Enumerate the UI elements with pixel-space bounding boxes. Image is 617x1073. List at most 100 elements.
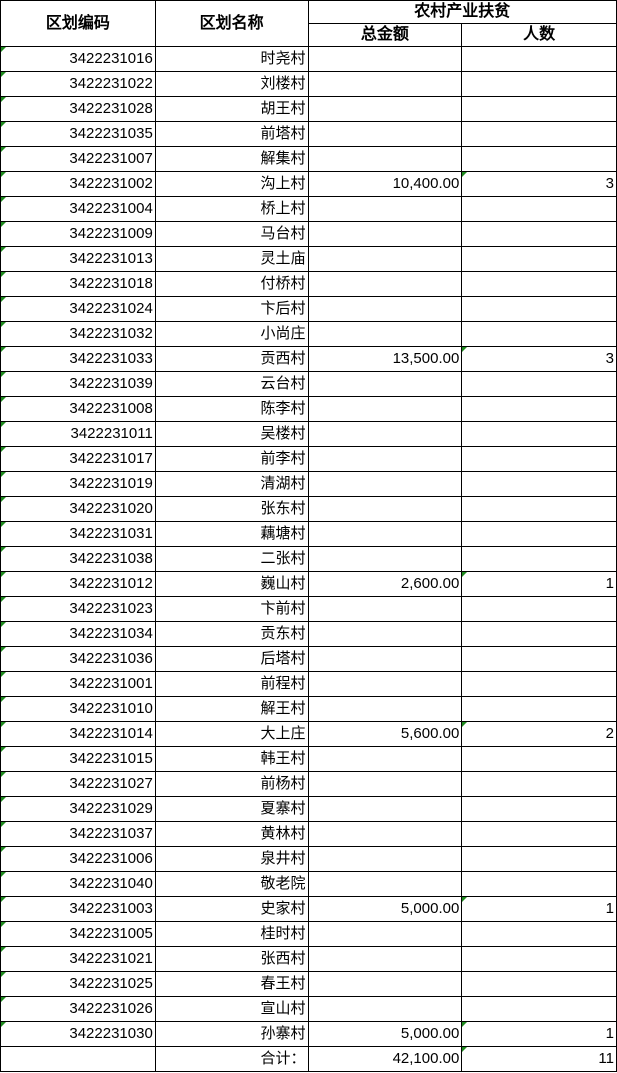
cell-count[interactable] <box>461 746 617 772</box>
cell-code[interactable]: 3422231011 <box>0 421 156 447</box>
cell-name[interactable]: 贡东村 <box>154 621 309 647</box>
cell-code[interactable]: 3422231031 <box>0 521 156 547</box>
cell-count[interactable] <box>461 46 617 72</box>
cell-amount[interactable] <box>307 996 463 1022</box>
header-count[interactable]: 人数 <box>461 23 617 47</box>
cell-code[interactable]: 3422231039 <box>0 371 156 397</box>
cell-amount[interactable]: 5,000.00 <box>307 1021 463 1047</box>
cell-amount[interactable] <box>307 646 463 672</box>
cell-count[interactable] <box>461 321 617 347</box>
cell-count[interactable]: 3 <box>461 171 617 197</box>
cell-name[interactable]: 前程村 <box>154 671 309 697</box>
cell-amount[interactable] <box>307 121 463 147</box>
cell-amount[interactable] <box>307 496 463 522</box>
cell-name[interactable]: 春王村 <box>154 971 309 997</box>
cell-amount[interactable] <box>307 796 463 822</box>
cell-count[interactable]: 3 <box>461 346 617 372</box>
cell-name[interactable]: 卞后村 <box>154 296 309 322</box>
cell-name[interactable]: 胡王村 <box>154 96 309 122</box>
cell-code[interactable]: 3422231027 <box>0 771 156 797</box>
cell-amount[interactable] <box>307 621 463 647</box>
cell-count[interactable] <box>461 996 617 1022</box>
cell-amount[interactable] <box>307 271 463 297</box>
cell-name[interactable]: 前李村 <box>154 446 309 472</box>
cell-count[interactable] <box>461 421 617 447</box>
cell-amount[interactable]: 13,500.00 <box>307 346 463 372</box>
header-code[interactable]: 区划编码 <box>0 0 156 47</box>
cell-amount[interactable] <box>307 546 463 572</box>
cell-amount[interactable] <box>307 771 463 797</box>
cell-count[interactable] <box>461 196 617 222</box>
cell-count[interactable] <box>461 946 617 972</box>
cell-code[interactable]: 3422231004 <box>0 196 156 222</box>
cell-count[interactable] <box>461 521 617 547</box>
cell-amount[interactable] <box>307 446 463 472</box>
cell-code[interactable]: 3422231037 <box>0 821 156 847</box>
cell-amount[interactable] <box>307 71 463 97</box>
cell-code[interactable]: 3422231024 <box>0 296 156 322</box>
cell-amount[interactable] <box>307 846 463 872</box>
cell-count[interactable] <box>461 796 617 822</box>
cell-amount[interactable] <box>307 321 463 347</box>
cell-name[interactable]: 巍山村 <box>154 571 309 597</box>
cell-amount[interactable] <box>307 596 463 622</box>
cell-count[interactable] <box>461 221 617 247</box>
total-code[interactable] <box>0 1046 156 1072</box>
total-amount[interactable]: 42,100.00 <box>307 1046 463 1072</box>
cell-code[interactable]: 3422231038 <box>0 546 156 572</box>
cell-name[interactable]: 韩王村 <box>154 746 309 772</box>
cell-amount[interactable]: 2,600.00 <box>307 571 463 597</box>
cell-amount[interactable] <box>307 696 463 722</box>
cell-count[interactable] <box>461 971 617 997</box>
cell-name[interactable]: 解王村 <box>154 696 309 722</box>
cell-name[interactable]: 史家村 <box>154 896 309 922</box>
cell-amount[interactable] <box>307 246 463 272</box>
cell-name[interactable]: 沟上村 <box>154 171 309 197</box>
cell-amount[interactable] <box>307 921 463 947</box>
cell-count[interactable] <box>461 471 617 497</box>
cell-amount[interactable] <box>307 871 463 897</box>
cell-amount[interactable] <box>307 196 463 222</box>
cell-code[interactable]: 3422231034 <box>0 621 156 647</box>
cell-code[interactable]: 3422231016 <box>0 46 156 72</box>
cell-name[interactable]: 陈李村 <box>154 396 309 422</box>
cell-name[interactable]: 敬老院 <box>154 871 309 897</box>
cell-amount[interactable] <box>307 821 463 847</box>
cell-count[interactable] <box>461 296 617 322</box>
cell-count[interactable] <box>461 546 617 572</box>
cell-count[interactable] <box>461 621 617 647</box>
cell-code[interactable]: 3422231026 <box>0 996 156 1022</box>
total-label[interactable]: 合计： <box>154 1046 309 1072</box>
cell-amount[interactable] <box>307 396 463 422</box>
header-amount[interactable]: 总金额 <box>307 23 463 47</box>
cell-amount[interactable] <box>307 221 463 247</box>
cell-name[interactable]: 张东村 <box>154 496 309 522</box>
cell-name[interactable]: 后塔村 <box>154 646 309 672</box>
cell-name[interactable]: 张西村 <box>154 946 309 972</box>
cell-amount[interactable]: 5,600.00 <box>307 721 463 747</box>
cell-code[interactable]: 3422231014 <box>0 721 156 747</box>
cell-name[interactable]: 宣山村 <box>154 996 309 1022</box>
cell-code[interactable]: 3422231021 <box>0 946 156 972</box>
cell-count[interactable] <box>461 246 617 272</box>
cell-name[interactable]: 桂时村 <box>154 921 309 947</box>
cell-code[interactable]: 3422231025 <box>0 971 156 997</box>
cell-name[interactable]: 清湖村 <box>154 471 309 497</box>
cell-name[interactable]: 藕塘村 <box>154 521 309 547</box>
cell-code[interactable]: 3422231023 <box>0 596 156 622</box>
cell-name[interactable]: 解集村 <box>154 146 309 172</box>
cell-code[interactable]: 3422231030 <box>0 1021 156 1047</box>
cell-name[interactable]: 小尚庄 <box>154 321 309 347</box>
cell-count[interactable] <box>461 596 617 622</box>
cell-code[interactable]: 3422231028 <box>0 96 156 122</box>
cell-name[interactable]: 大上庄 <box>154 721 309 747</box>
cell-count[interactable]: 2 <box>461 721 617 747</box>
cell-code[interactable]: 3422231015 <box>0 746 156 772</box>
cell-code[interactable]: 3422231018 <box>0 271 156 297</box>
cell-code[interactable]: 3422231009 <box>0 221 156 247</box>
cell-amount[interactable] <box>307 471 463 497</box>
cell-count[interactable] <box>461 271 617 297</box>
cell-name[interactable]: 卞前村 <box>154 596 309 622</box>
cell-amount[interactable] <box>307 671 463 697</box>
cell-name[interactable]: 灵土庙 <box>154 246 309 272</box>
